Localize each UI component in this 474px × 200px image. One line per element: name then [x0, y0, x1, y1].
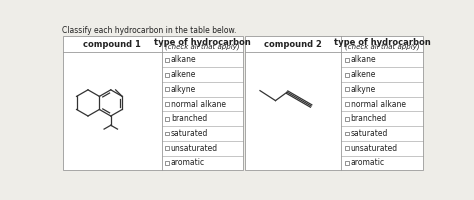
Bar [165, 102, 169, 106]
Text: type of hydrocarbon: type of hydrocarbon [154, 38, 251, 47]
Text: saturated: saturated [351, 129, 388, 138]
Text: alkane: alkane [171, 55, 197, 64]
Text: normal alkane: normal alkane [351, 100, 406, 109]
Bar [345, 161, 349, 165]
Text: alkene: alkene [351, 70, 376, 79]
Bar [345, 132, 349, 135]
Text: compound 2: compound 2 [264, 40, 322, 49]
Text: branched: branched [171, 114, 207, 123]
Bar [345, 87, 349, 91]
Text: unsaturated: unsaturated [171, 144, 218, 153]
Text: unsaturated: unsaturated [351, 144, 398, 153]
Text: alkene: alkene [171, 70, 196, 79]
Text: saturated: saturated [171, 129, 208, 138]
Bar [345, 117, 349, 121]
Text: (check all that apply): (check all that apply) [345, 43, 419, 50]
Text: alkyne: alkyne [171, 85, 196, 94]
Text: alkane: alkane [351, 55, 376, 64]
Text: alkyne: alkyne [351, 85, 376, 94]
Text: Classify each hydrocarbon in the table below.: Classify each hydrocarbon in the table b… [63, 26, 237, 35]
Text: aromatic: aromatic [351, 158, 385, 167]
Text: normal alkane: normal alkane [171, 100, 226, 109]
Bar [165, 73, 169, 77]
Bar [245, 36, 423, 170]
Bar [165, 87, 169, 91]
Bar [345, 146, 349, 150]
Text: aromatic: aromatic [171, 158, 205, 167]
Bar [63, 36, 243, 170]
Text: type of hydrocarbon: type of hydrocarbon [334, 38, 430, 47]
Bar [345, 58, 349, 62]
Text: branched: branched [351, 114, 387, 123]
Bar [165, 117, 169, 121]
Bar [345, 73, 349, 77]
Bar [165, 146, 169, 150]
Bar [165, 58, 169, 62]
Bar [165, 161, 169, 165]
Bar [345, 102, 349, 106]
Text: (check all that apply): (check all that apply) [165, 43, 239, 50]
Text: compound 1: compound 1 [83, 40, 141, 49]
Bar [165, 132, 169, 135]
